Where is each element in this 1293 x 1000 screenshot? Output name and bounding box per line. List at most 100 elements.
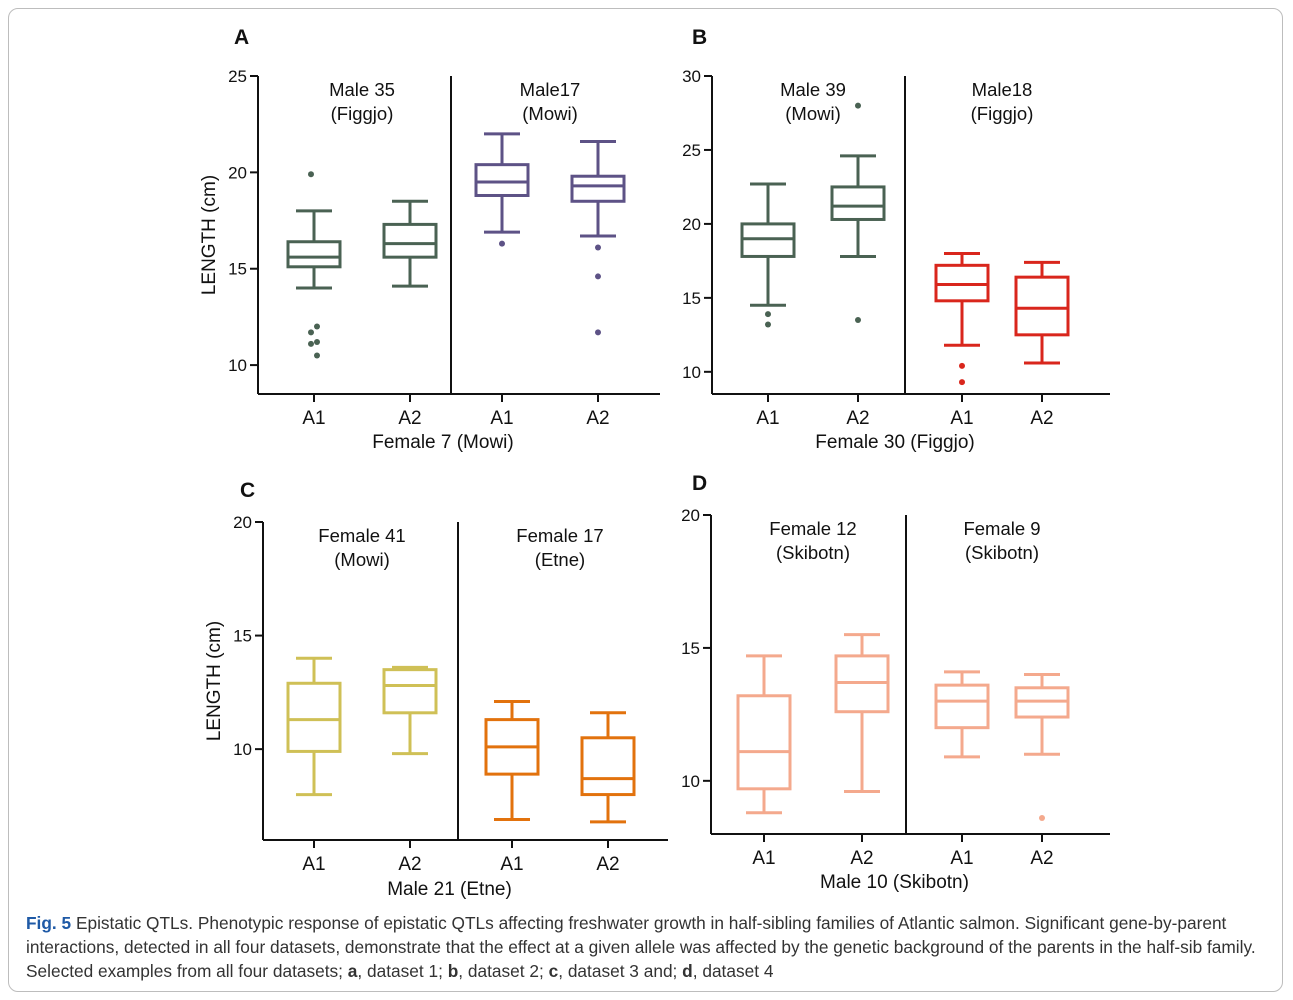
box-iqr	[1014, 275, 1070, 337]
caption-ref-b: b	[447, 961, 459, 981]
group-title: Female 17	[516, 525, 603, 546]
panel-letter: D	[692, 472, 707, 495]
box-iqr	[830, 185, 886, 221]
group-title: Male 39	[780, 79, 846, 100]
box-iqr	[736, 694, 792, 791]
outlier-point	[308, 171, 314, 178]
x-tick-label: A2	[1030, 848, 1053, 869]
outlier-point	[314, 323, 320, 330]
outlier-point	[314, 352, 320, 359]
figure-frame	[8, 8, 1283, 992]
x-axis-label: Female 7 (Mowi)	[372, 432, 513, 453]
x-tick-label: A1	[490, 408, 513, 429]
x-axis-label: Male 21 (Etne)	[387, 879, 512, 900]
outlier-point	[855, 102, 861, 109]
outlier-point	[595, 273, 601, 280]
caption-ref-c: c	[548, 961, 559, 981]
outlier-point	[959, 379, 965, 386]
box-iqr	[474, 163, 530, 197]
y-tick-label: 15	[233, 627, 252, 646]
caption-text-b: , dataset 2;	[458, 961, 549, 981]
box-iqr	[580, 736, 636, 797]
outlier-point	[308, 340, 314, 347]
group-title: Female 12	[769, 518, 856, 539]
y-tick-label: 10	[682, 363, 701, 382]
figure-label: Fig. 5	[26, 913, 72, 933]
box-iqr	[382, 668, 438, 715]
outlier-point	[1039, 815, 1045, 822]
y-tick-label: 15	[681, 639, 700, 658]
group-title: Male 35	[329, 79, 395, 100]
group-title: (Mowi)	[522, 103, 578, 124]
outlier-point	[855, 317, 861, 324]
x-tick-label: A1	[950, 848, 973, 869]
caption-ref-a: a	[347, 961, 358, 981]
group-title: (Etne)	[535, 549, 585, 570]
x-axis-label: Male 10 (Skibotn)	[820, 872, 969, 893]
group-title: Male18	[972, 79, 1033, 100]
box-iqr	[286, 240, 342, 269]
x-tick-label: A2	[586, 408, 609, 429]
panel-d: D 10 15 20 Male 10 (Skibotn) Female 12 (Skibot…	[681, 472, 1110, 893]
group-title: Male17	[520, 79, 581, 100]
outlier-point	[765, 311, 771, 318]
panel-letter: C	[240, 479, 255, 502]
x-tick-label: A1	[302, 408, 325, 429]
group-title: (Figgjo)	[331, 103, 394, 124]
y-tick-label: 20	[228, 163, 247, 182]
x-tick-label: A1	[950, 408, 973, 429]
figure-caption: Fig. 5 Epistatic QTLs. Phenotypic respon…	[26, 911, 1271, 983]
caption-text-a: , dataset 1;	[357, 961, 448, 981]
group-title: (Mowi)	[785, 103, 841, 124]
group-title: Female 9	[963, 518, 1040, 539]
figure-canvas: A 10 15 20 25 LENGTH (cm) Female 7 (Mowi) Male …	[199, 26, 1110, 900]
y-tick-label: 15	[682, 289, 701, 308]
box-iqr	[570, 174, 626, 203]
x-tick-label: A2	[398, 408, 421, 429]
y-tick-label: 30	[682, 67, 701, 86]
x-tick-label: A2	[850, 848, 873, 869]
box-iqr	[286, 681, 342, 753]
y-tick-label: 20	[233, 513, 252, 532]
y-tick-label: 10	[233, 740, 252, 759]
outlier-point	[314, 338, 320, 345]
outlier-point	[595, 244, 601, 251]
group-title: (Figgjo)	[971, 103, 1034, 124]
x-axis-label: Female 30 (Figgjo)	[815, 432, 974, 453]
panel-c: C 10 15 20 LENGTH (cm) Male 21 (Etne) Female 4…	[204, 479, 668, 900]
box-iqr	[382, 222, 438, 259]
y-tick-label: 10	[228, 356, 247, 375]
x-tick-label: A1	[756, 408, 779, 429]
y-tick-label: 15	[228, 260, 247, 279]
outlier-point	[765, 321, 771, 328]
panel-letter: B	[692, 26, 707, 49]
x-tick-label: A1	[302, 854, 325, 875]
outlier-point	[499, 240, 505, 247]
y-tick-label: 10	[681, 772, 700, 791]
x-tick-label: A1	[500, 854, 523, 875]
x-tick-label: A1	[752, 848, 775, 869]
x-tick-label: A2	[846, 408, 869, 429]
caption-text-d: , dataset 4	[692, 961, 774, 981]
group-title: Female 41	[318, 525, 405, 546]
caption-ref-d: d	[682, 961, 693, 981]
x-tick-label: A2	[596, 854, 619, 875]
panel-b: B 10 15 20 25 30 Female 30 (Figgjo) Male 39 (Mow…	[682, 26, 1110, 453]
x-tick-label: A2	[1030, 408, 1053, 429]
y-tick-label: 20	[682, 215, 701, 234]
y-tick-label: 20	[681, 506, 700, 525]
caption-text-c: , dataset 3 and;	[558, 961, 683, 981]
x-tick-label: A2	[398, 854, 421, 875]
group-title: (Skibotn)	[965, 542, 1039, 563]
y-tick-label: 25	[682, 141, 701, 160]
box-iqr	[934, 683, 990, 730]
group-title: (Mowi)	[334, 549, 390, 570]
outlier-point	[595, 329, 601, 336]
y-axis-label: LENGTH (cm)	[199, 175, 220, 295]
outlier-point	[959, 362, 965, 369]
panel-letter: A	[234, 26, 249, 49]
y-tick-label: 25	[228, 67, 247, 86]
y-axis-label: LENGTH (cm)	[204, 621, 225, 741]
group-title: (Skibotn)	[776, 542, 850, 563]
caption-text-intro: Epistatic QTLs. Phenotypic response of e…	[26, 913, 1256, 981]
